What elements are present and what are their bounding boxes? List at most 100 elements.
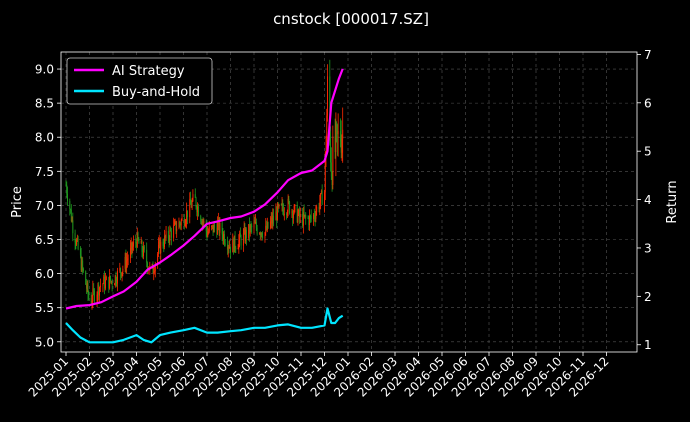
candle-body [319, 202, 321, 210]
candle-body [77, 238, 79, 249]
return-series [65, 68, 344, 344]
candle-body [82, 268, 84, 272]
candle-body [82, 260, 84, 269]
candle-body [278, 204, 280, 208]
candle-body [208, 226, 210, 232]
return-tick-label: 7 [644, 48, 652, 62]
candle-body [227, 244, 228, 250]
candle-body [87, 283, 89, 295]
candle-body [197, 206, 199, 216]
candle-body [96, 294, 98, 302]
candle-body [116, 282, 118, 284]
candle-body [126, 260, 128, 269]
candle-body [99, 287, 101, 296]
candle-body [126, 259, 128, 261]
candle-body [302, 212, 304, 226]
candle-body [66, 185, 68, 194]
candle-body [297, 214, 299, 223]
candle-body [224, 243, 226, 245]
candle-body [146, 249, 148, 263]
candle-body [308, 217, 310, 225]
candle-body [70, 209, 72, 222]
candle-body [292, 211, 294, 219]
price-tick-label: 8.0 [35, 131, 54, 145]
candle-body [222, 234, 224, 240]
candle-body [305, 214, 307, 218]
candle-body [286, 213, 288, 215]
candle-body [270, 217, 272, 222]
candle-body [303, 212, 305, 217]
candle-body [342, 129, 344, 140]
price-tick-label: 7.0 [35, 199, 54, 213]
candle-body [313, 214, 315, 218]
candle-body [320, 193, 322, 203]
return-tick-label: 6 [644, 96, 652, 110]
candle-body [86, 284, 87, 289]
candle-body [266, 222, 268, 231]
candle-body [243, 228, 245, 233]
candle-body [336, 125, 338, 135]
candle-body [233, 238, 234, 253]
candle-body [341, 139, 343, 153]
candle-body [110, 281, 112, 282]
price-tick-label: 9.0 [35, 63, 54, 77]
candle-body [71, 220, 73, 222]
candle-body [69, 200, 71, 210]
candle-body [259, 233, 261, 236]
candle-body [289, 201, 291, 214]
candle-body [326, 115, 328, 151]
candle-body [186, 210, 188, 222]
candle-body [201, 221, 203, 225]
candle-body [256, 227, 258, 234]
series-line-ai-strategy [65, 68, 344, 310]
candle-body [186, 210, 188, 218]
candle-body [273, 215, 275, 221]
candle-body [190, 204, 192, 208]
candle-body [114, 275, 116, 285]
candle-body [327, 76, 328, 116]
candle-body [229, 246, 231, 249]
candle-body [175, 221, 177, 232]
candle-body [114, 284, 115, 286]
candle-body [264, 232, 266, 238]
candle-body [194, 194, 196, 198]
candle-body [299, 213, 301, 218]
candle-body [162, 241, 164, 247]
candle-body [244, 228, 246, 241]
candle-body [147, 262, 148, 271]
candle-body [313, 214, 314, 219]
candle-body [124, 256, 126, 269]
candle-body [282, 203, 284, 210]
candle-body [154, 271, 155, 273]
date-axis: 2025-012025-022025-032025-042025-052025-… [26, 352, 612, 400]
candle-body [104, 279, 106, 289]
candle-body [332, 136, 334, 186]
candle-body [309, 215, 311, 217]
candle-body [218, 219, 220, 233]
candle-body [221, 222, 223, 235]
candle-body [136, 232, 138, 247]
candle-body [237, 248, 239, 250]
candle-body [309, 215, 311, 225]
candle-body [227, 246, 229, 250]
candle-body [296, 204, 298, 223]
candle-body [287, 198, 289, 213]
candle-body [152, 264, 154, 274]
price-axis-label: Price [10, 186, 25, 218]
candle-body [142, 251, 144, 256]
candle-body [330, 132, 332, 163]
candle-body [185, 221, 187, 225]
candle-body [259, 233, 260, 235]
candle-body [157, 244, 159, 254]
candle-body [340, 141, 342, 153]
candle-body [189, 199, 191, 218]
chart-title: cnstock [000017.SZ] [273, 10, 429, 28]
return-tick-label: 4 [644, 193, 652, 207]
candle-body [262, 236, 264, 238]
candle-body [214, 224, 216, 228]
candle-body [267, 222, 269, 228]
candle-body [336, 124, 338, 126]
return-tick-label: 5 [644, 145, 652, 159]
candle-body [201, 221, 202, 225]
